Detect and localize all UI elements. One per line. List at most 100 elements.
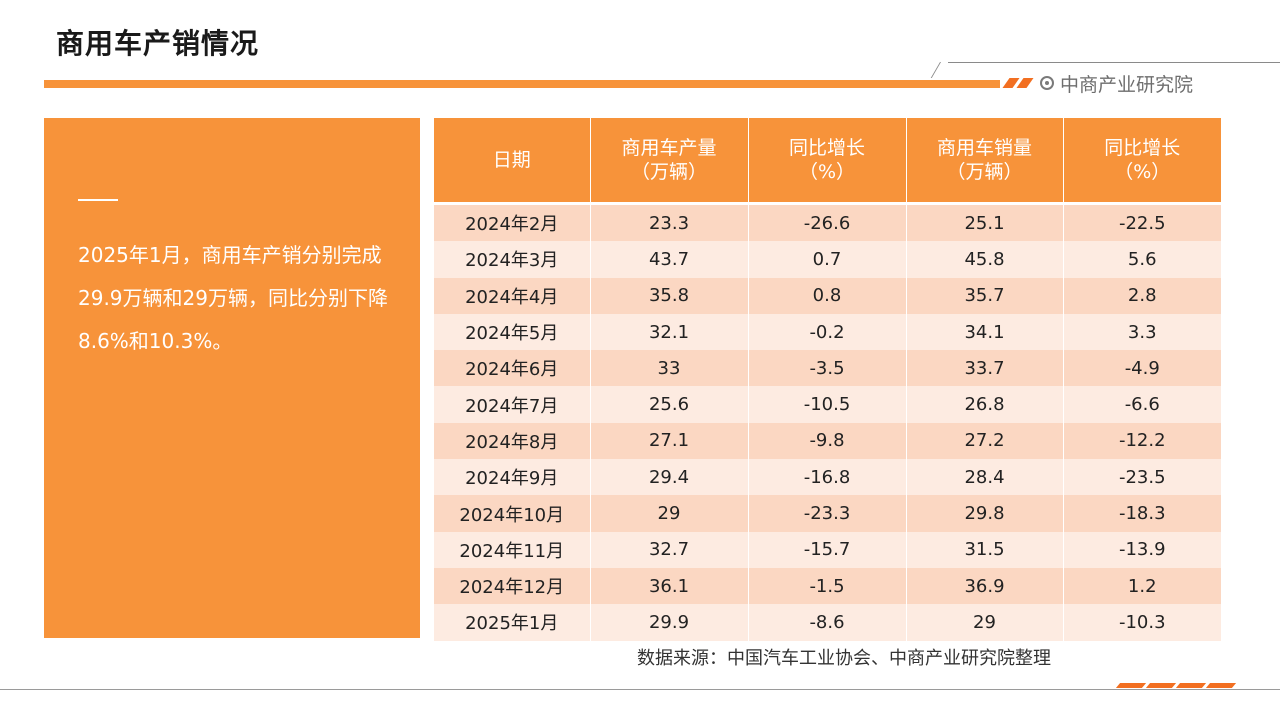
table-row: 2024年2月 23.3 -26.6 25.1 -22.5 xyxy=(434,205,1221,242)
table-row: 2024年6月 33 -3.5 33.7 -4.9 xyxy=(434,350,1221,387)
table-header-cell: 同比增长 （%） xyxy=(1063,118,1221,202)
table-cell: -1.5 xyxy=(748,567,907,605)
footer-stripe-3 xyxy=(1175,683,1207,688)
table-row: 2024年3月 43.7 0.7 45.8 5.6 xyxy=(434,241,1221,278)
table-cell: 2024年9月 xyxy=(434,459,591,496)
table-cell: 0.7 xyxy=(748,241,907,278)
table-cell: 2024年5月 xyxy=(434,313,591,351)
table-cell: -6.6 xyxy=(1063,386,1221,423)
table-cell: 34.1 xyxy=(906,313,1064,351)
table-cell: -0.2 xyxy=(748,313,907,351)
header-divider-line xyxy=(948,62,1280,63)
table-cell: -16.8 xyxy=(748,459,907,496)
table-cell: -12.2 xyxy=(1063,422,1221,460)
table-cell: 43.7 xyxy=(590,241,749,278)
table-cell: 2.8 xyxy=(1063,277,1221,314)
table-cell: -18.3 xyxy=(1063,495,1221,532)
table-cell: 2024年8月 xyxy=(434,422,591,460)
table-cell: -15.7 xyxy=(748,531,907,568)
table-cell: 1.2 xyxy=(1063,567,1221,605)
table-cell: -23.5 xyxy=(1063,459,1221,496)
table-row: 2024年12月 36.1 -1.5 36.9 1.2 xyxy=(434,567,1221,605)
table-cell: 36.1 xyxy=(590,567,749,605)
table-row: 2024年8月 27.1 -9.8 27.2 -12.2 xyxy=(434,422,1221,460)
table-cell: 2024年3月 xyxy=(434,241,591,278)
table-cell: -8.6 xyxy=(748,604,907,641)
table-cell: 35.8 xyxy=(590,277,749,314)
summary-panel: 2025年1月，商用车产销分别完成29.9万辆和29万辆，同比分别下降8.6%和… xyxy=(44,118,420,638)
table-cell: 36.9 xyxy=(906,567,1064,605)
table-cell: 35.7 xyxy=(906,277,1064,314)
table-cell: 32.7 xyxy=(590,531,749,568)
table-header-text: （万辆） xyxy=(630,161,707,183)
table-cell: -10.5 xyxy=(748,386,907,423)
table-cell: 29.4 xyxy=(590,459,749,496)
table-cell: 5.6 xyxy=(1063,241,1221,278)
table-cell: 2025年1月 xyxy=(434,604,591,641)
table-cell: 2024年12月 xyxy=(434,567,591,605)
table-cell: 33.7 xyxy=(906,350,1064,387)
table-cell: 27.2 xyxy=(906,422,1064,460)
table-cell: 23.3 xyxy=(590,205,749,242)
footer-divider-line xyxy=(0,689,1280,690)
table-row: 2024年5月 32.1 -0.2 34.1 3.3 xyxy=(434,313,1221,351)
table-header-text: 商用车销量 xyxy=(936,137,1032,159)
brand-logo: 中商产业研究院 xyxy=(1040,70,1193,96)
table-cell: 2024年7月 xyxy=(434,386,591,423)
table-cell: 29 xyxy=(590,495,749,532)
footer-stripe-2 xyxy=(1145,683,1177,688)
table-cell: 26.8 xyxy=(906,386,1064,423)
table-cell: -23.3 xyxy=(748,495,907,532)
table-cell: 29.8 xyxy=(906,495,1064,532)
table-header-text: 同比增长 xyxy=(1104,137,1181,159)
table-cell: -9.8 xyxy=(748,422,907,460)
table-header-text: 同比增长 xyxy=(788,137,865,159)
production-sales-table: 日期 商用车产量 （万辆） 同比增长 （%） 商用车销量 （万辆） 同比增长 （%） 2024年… xyxy=(434,118,1221,641)
table-header-cell: 日期 xyxy=(434,118,591,202)
table-cell: -13.9 xyxy=(1063,531,1221,568)
table-header-text: 商用车产量 xyxy=(621,137,717,159)
summary-text: 2025年1月，商用车产销分别完成29.9万辆和29万辆，同比分别下降8.6%和… xyxy=(78,243,388,353)
table-cell: 32.1 xyxy=(590,313,749,351)
table-header-row: 日期 商用车产量 （万辆） 同比增长 （%） 商用车销量 （万辆） 同比增长 （%） xyxy=(434,118,1221,202)
header-divider-slant xyxy=(930,62,941,78)
table-row: 2024年7月 25.6 -10.5 26.8 -6.6 xyxy=(434,386,1221,423)
footer-stripe-4 xyxy=(1205,683,1237,688)
header-stripe-2 xyxy=(1016,78,1034,88)
table-row: 2024年9月 29.4 -16.8 28.4 -23.5 xyxy=(434,459,1221,496)
table-cell: -10.3 xyxy=(1063,604,1221,641)
summary-rule xyxy=(78,199,118,201)
brand-name: 中商产业研究院 xyxy=(1060,73,1194,96)
table-header-text: （%） xyxy=(1114,161,1171,183)
table-body: 2024年2月 23.3 -26.6 25.1 -22.5 2024年3月 43.7 0.7 4… xyxy=(434,202,1221,641)
table-row: 2024年11月 32.7 -15.7 31.5 -13.9 xyxy=(434,531,1221,568)
table-cell: -4.9 xyxy=(1063,350,1221,387)
table-cell: 29.9 xyxy=(590,604,749,641)
table-cell: 25.6 xyxy=(590,386,749,423)
table-header-text: （%） xyxy=(798,161,856,183)
table-cell: -3.5 xyxy=(748,350,907,387)
table-cell: 2024年10月 xyxy=(434,495,591,532)
table-header-cell: 商用车销量 （万辆） xyxy=(906,118,1064,202)
brand-circle-icon xyxy=(1040,76,1054,90)
table-cell: 45.8 xyxy=(906,241,1064,278)
table-cell: -26.6 xyxy=(748,205,907,242)
table-cell: 2024年11月 xyxy=(434,531,591,568)
table-cell: 3.3 xyxy=(1063,313,1221,351)
table-cell: 28.4 xyxy=(906,459,1064,496)
table-header-cell: 商用车产量 （万辆） xyxy=(590,118,749,202)
footer-stripe-1 xyxy=(1115,683,1147,688)
table-row: 2025年1月 29.9 -8.6 29 -10.3 xyxy=(434,604,1221,641)
table-separator xyxy=(434,202,1221,205)
title-underline-bar xyxy=(44,80,1000,88)
data-source-note: 数据来源：中国汽车工业协会、中商产业研究院整理 xyxy=(637,648,1051,669)
table-header-text: （万辆） xyxy=(946,161,1023,183)
table-cell: -22.5 xyxy=(1063,205,1221,242)
table-cell: 0.8 xyxy=(748,277,907,314)
table-cell: 31.5 xyxy=(906,531,1064,568)
table-row: 2024年4月 35.8 0.8 35.7 2.8 xyxy=(434,277,1221,314)
table-separator-cell xyxy=(434,202,1221,205)
table-cell: 2024年4月 xyxy=(434,277,591,314)
table-header-text: 日期 xyxy=(492,149,531,171)
table-cell: 25.1 xyxy=(906,205,1064,242)
